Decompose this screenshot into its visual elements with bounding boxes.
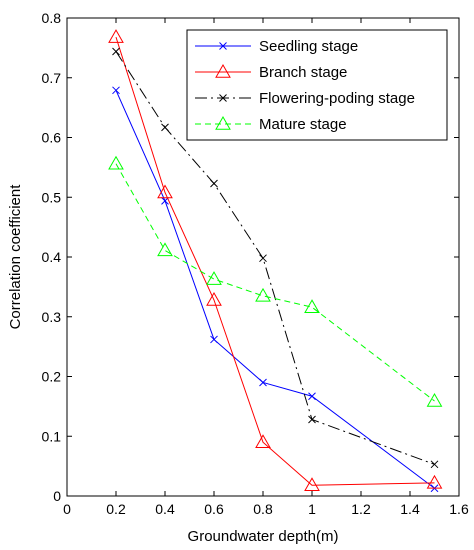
data-point — [210, 335, 218, 344]
data-point — [304, 477, 320, 491]
data-point — [161, 123, 169, 132]
series-1 — [108, 29, 443, 491]
y-tick-label: 0.6 — [42, 130, 62, 146]
legend-marker — [215, 115, 231, 130]
legend-marker — [219, 94, 227, 102]
data-point — [255, 287, 271, 302]
data-point — [426, 392, 443, 407]
series-0 — [112, 86, 439, 493]
series-2 — [112, 47, 439, 469]
x-tick-label: 0.6 — [204, 501, 224, 517]
legend-marker — [219, 42, 227, 50]
legend-box — [186, 29, 448, 141]
y-tick-label: 0.2 — [42, 369, 62, 385]
x-tick-label: 0.8 — [253, 501, 273, 517]
y-tick-label: 0.3 — [42, 309, 62, 325]
legend-entry: Branch stage — [195, 63, 347, 81]
series-layer — [108, 29, 443, 493]
series-line — [115, 36, 435, 486]
x-tick-label: 1 — [308, 501, 316, 517]
legend-entry: Mature stage — [195, 115, 347, 133]
y-tick-label: 0.5 — [42, 189, 62, 205]
legend-marker — [215, 63, 231, 78]
data-point — [108, 29, 124, 43]
legend: Seedling stage Branch stage Flowering-podi… — [186, 29, 448, 141]
legend-label: Seedling stage — [259, 38, 358, 55]
legend-label: Flowering-poding stage — [259, 90, 415, 107]
data-point — [210, 179, 218, 188]
data-point — [430, 460, 439, 469]
data-point — [206, 292, 222, 306]
legend-entry: Seedling stage — [195, 38, 358, 55]
y-axis-label: Correlation coefficient — [7, 184, 24, 330]
data-point — [308, 392, 316, 401]
data-point — [259, 378, 267, 387]
series-line — [115, 90, 435, 489]
data-point — [112, 86, 120, 95]
y-tick-label: 0.7 — [42, 70, 62, 86]
x-tick-label: 0.4 — [155, 501, 175, 517]
data-point — [426, 474, 443, 489]
data-point — [157, 184, 173, 199]
x-tick-label: 0.2 — [106, 501, 126, 517]
data-point — [206, 271, 222, 285]
data-point — [112, 47, 120, 56]
legend-entry: Flowering-poding stage — [195, 90, 415, 107]
axis-ticks: 0 0.2 0.4 0.6 0.8 1 1.2 1.4 1.6 0 0.1 0.2 0.3 0.4 0.5 0… — [42, 10, 469, 517]
x-tick-label: 0 — [63, 501, 71, 517]
data-point — [259, 254, 267, 263]
series-3 — [108, 155, 443, 407]
x-tick-label: 1.6 — [449, 501, 469, 517]
data-point — [108, 155, 124, 170]
legend-label: Mature stage — [259, 116, 347, 133]
y-tick-label: 0.8 — [42, 10, 62, 26]
y-tick-label: 0.1 — [42, 428, 62, 444]
y-tick-label: 0.4 — [42, 249, 62, 265]
x-tick-label: 1.2 — [351, 501, 371, 517]
x-tick-label: 1.4 — [400, 501, 420, 517]
data-point — [304, 299, 320, 313]
data-point — [157, 242, 173, 257]
series-line — [115, 51, 435, 465]
data-point — [308, 415, 316, 424]
legend-label: Branch stage — [259, 64, 347, 81]
data-point — [255, 434, 271, 448]
series-line — [115, 163, 435, 402]
x-axis-label: Groundwater depth(m) — [188, 528, 339, 545]
y-tick-label: 0 — [53, 488, 61, 504]
